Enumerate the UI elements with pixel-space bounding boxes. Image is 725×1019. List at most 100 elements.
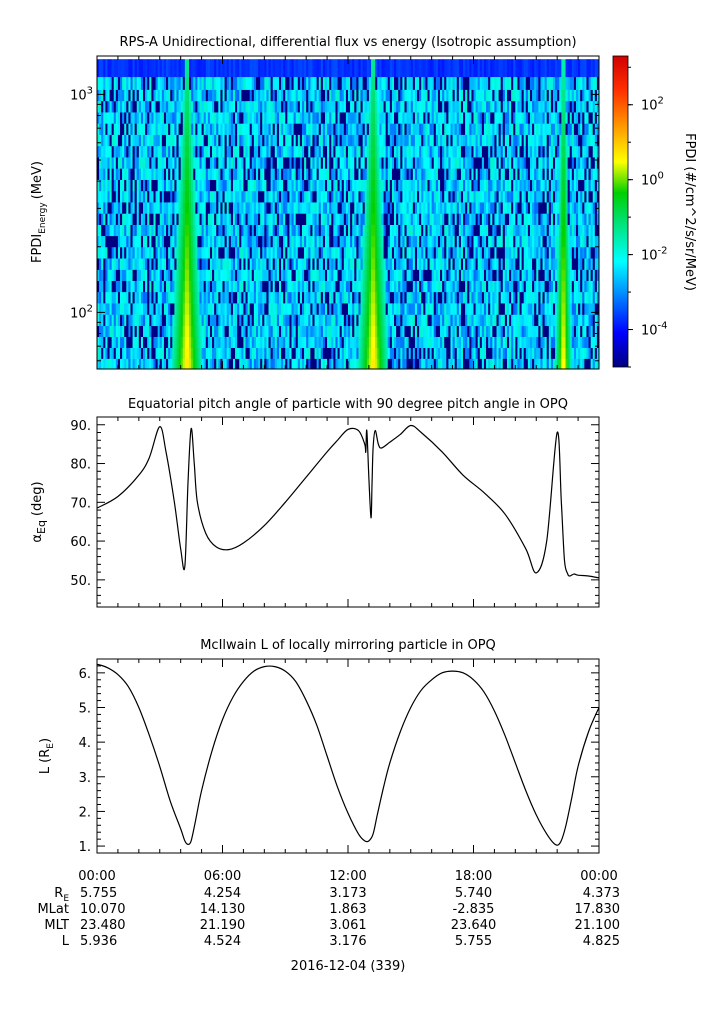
heatmap-cell xyxy=(371,235,374,248)
heatmap-cell xyxy=(101,59,104,78)
heatmap-cell xyxy=(157,179,161,192)
heatmap-cell xyxy=(222,246,225,259)
heatmap-cell xyxy=(396,235,399,248)
heatmap-cell xyxy=(274,269,278,281)
heatmap-cell xyxy=(247,202,251,214)
heatmap-cell xyxy=(172,269,175,281)
heatmap-cell xyxy=(358,202,361,214)
heatmap-cell xyxy=(322,258,326,270)
heatmap-cell xyxy=(437,347,441,359)
heatmap-cell xyxy=(379,280,382,293)
heatmap-cell xyxy=(184,291,188,304)
heatmap-cell xyxy=(180,246,184,259)
heatmap-cell xyxy=(222,190,225,203)
heatmap-cell xyxy=(178,336,182,348)
heatmap-cell xyxy=(383,280,387,293)
heatmap-cell xyxy=(419,291,422,304)
heatmap-cell xyxy=(228,358,232,369)
heatmap-cell xyxy=(437,59,441,78)
heatmap-cell xyxy=(214,157,217,169)
heatmap-cell xyxy=(243,347,246,359)
heatmap-cell xyxy=(111,213,115,225)
heatmap-cell xyxy=(120,179,123,192)
heatmap-cell xyxy=(475,336,479,348)
heatmap-cell xyxy=(421,347,424,359)
heatmap-cell xyxy=(176,89,179,102)
heatmap-cell xyxy=(350,336,353,348)
heatmap-cell xyxy=(450,280,453,293)
heatmap-cell xyxy=(155,224,159,237)
heatmap-cell xyxy=(452,224,456,237)
heatmap-cell xyxy=(400,258,403,270)
heatmap-cell xyxy=(379,325,382,337)
heatmap-cell xyxy=(452,112,456,124)
heatmap-cell xyxy=(391,76,395,90)
heatmap-cell xyxy=(191,235,194,248)
heatmap-cell xyxy=(168,213,171,225)
heatmap-cell xyxy=(247,168,251,180)
heatmap-cell xyxy=(387,325,391,337)
heatmap-cell xyxy=(404,258,407,270)
heatmap-cell xyxy=(230,145,234,158)
heatmap-cell xyxy=(356,179,359,192)
heatmap-cell xyxy=(101,213,104,225)
heatmap-cell xyxy=(297,336,301,348)
heatmap-cell xyxy=(379,134,382,147)
heatmap-cell xyxy=(109,76,113,90)
heatmap-cell xyxy=(203,336,207,348)
heatmap-cell xyxy=(143,168,146,180)
heatmap-cell xyxy=(241,76,244,90)
heatmap-cell xyxy=(283,269,286,281)
heatmap-cell xyxy=(383,224,387,237)
heatmap-cell xyxy=(276,168,280,180)
heatmap-cell xyxy=(368,213,372,225)
heatmap-cell xyxy=(375,134,378,147)
heatmap-cell xyxy=(477,303,481,315)
heatmap-cell xyxy=(172,168,175,180)
heatmap-cell xyxy=(134,336,138,348)
heatmap-cell xyxy=(295,213,299,225)
heatmap-cell xyxy=(362,280,366,293)
heatmap-cell xyxy=(145,269,148,281)
heatmap-cell xyxy=(479,59,483,78)
heatmap-cell xyxy=(467,258,470,270)
heatmap-cell xyxy=(435,145,439,158)
heatmap-cell xyxy=(197,145,200,158)
heatmap-cell xyxy=(473,202,476,214)
heatmap-cell xyxy=(172,224,175,237)
heatmap-cell xyxy=(341,134,345,147)
heatmap-cell xyxy=(212,358,215,369)
heatmap-cell xyxy=(377,157,380,169)
heatmap-cell xyxy=(186,89,190,102)
heatmap-cell xyxy=(444,347,447,359)
heatmap-cell xyxy=(247,134,251,147)
heatmap-cell xyxy=(427,280,430,293)
heatmap-cell xyxy=(396,303,399,315)
heatmap-cell xyxy=(467,269,470,281)
heatmap-cell xyxy=(163,235,167,248)
heatmap-cell xyxy=(400,303,403,315)
heatmap-cell xyxy=(371,179,374,192)
heatmap-cell xyxy=(341,303,345,315)
heatmap-cell xyxy=(343,291,347,304)
heatmap-cell xyxy=(327,123,330,135)
heatmap-cell xyxy=(316,112,320,124)
heatmap-cell xyxy=(310,258,313,270)
heatmap-cell xyxy=(220,347,223,359)
heatmap-cell xyxy=(454,190,458,203)
heatmap-cell xyxy=(197,59,200,78)
heatmap-cell xyxy=(337,76,341,90)
heatmap-cell xyxy=(333,325,336,337)
heatmap-cell xyxy=(176,123,179,135)
heatmap-cell xyxy=(264,134,267,147)
heatmap-cell xyxy=(352,134,355,147)
heatmap-cell xyxy=(186,246,190,259)
heatmap-cell xyxy=(348,269,351,281)
heatmap-cell xyxy=(293,336,297,348)
heatmap-cell xyxy=(140,112,144,124)
heatmap-cell xyxy=(224,168,228,180)
heatmap-cell xyxy=(174,168,177,180)
heatmap-cell xyxy=(333,269,336,281)
heatmap-cell xyxy=(402,112,405,124)
heatmap-cell xyxy=(316,224,320,237)
